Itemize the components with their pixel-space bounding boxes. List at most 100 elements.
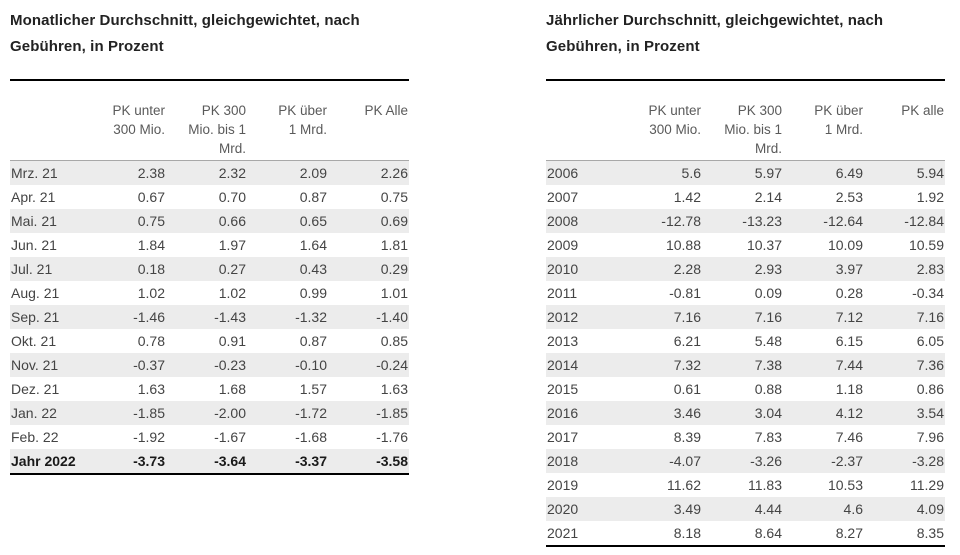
monthly-column-header-empty	[10, 80, 85, 161]
table-row: Jahr 2022 -3.73 -3.64 -3.37 -3.58	[10, 448, 409, 474]
cell-pk-alle: -1.85	[376, 404, 408, 421]
row-label: Jun. 21	[11, 236, 57, 253]
cell-pk-unter-300: 8.18	[673, 524, 701, 541]
row-label: Mrz. 21	[11, 164, 58, 181]
table-row: 2021 8.18 8.64 8.27 8.35	[546, 521, 945, 546]
row-label: Feb. 22	[11, 428, 59, 445]
cell-pk-alle: -3.58	[376, 452, 408, 469]
row-label: Jan. 22	[11, 404, 57, 421]
cell-pk-ueber-1: 0.43	[299, 260, 327, 277]
cell-pk-300-bis-1: 10.37	[746, 236, 782, 253]
monthly-table-title: Monatlicher Durchschnitt, gleichgewichte…	[10, 12, 360, 55]
cell-pk-alle: 11.29	[910, 476, 944, 493]
cell-pk-ueber-1: -1.68	[295, 428, 327, 445]
cell-pk-unter-300: -0.81	[669, 284, 701, 301]
cell-pk-300-bis-1: 0.88	[754, 380, 782, 397]
cell-pk-ueber-1: 3.97	[835, 260, 863, 277]
yearly-average-panel: Jährlicher Durchschnitt, gleichgewichtet…	[546, 8, 946, 547]
table-row: 2012 7.16 7.16 7.12 7.16	[546, 304, 945, 329]
cell-pk-300-bis-1: 0.66	[218, 212, 246, 229]
cell-pk-unter-300: -1.92	[133, 428, 165, 445]
cell-pk-300-bis-1: -3.64	[214, 452, 246, 469]
cell-pk-alle: 7.36	[916, 356, 944, 373]
table-row: 2017 8.39 7.83 7.46 7.96	[546, 425, 945, 449]
cell-pk-alle: 3.54	[916, 404, 944, 421]
cell-pk-ueber-1: 0.87	[299, 332, 327, 349]
cell-pk-alle: -12.84	[904, 212, 944, 229]
table-row: Jun. 21 1.84 1.97 1.64 1.81	[10, 233, 409, 257]
cell-pk-unter-300: 0.67	[137, 188, 165, 205]
table-row: Aug. 21 1.02 1.02 0.99 1.01	[10, 281, 409, 305]
cell-pk-unter-300: 1.42	[673, 188, 701, 205]
row-label: 2008	[547, 212, 579, 229]
cell-pk-unter-300: 2.38	[137, 164, 165, 181]
cell-pk-unter-300: 0.75	[137, 212, 165, 229]
cell-pk-ueber-1: 6.49	[835, 164, 863, 181]
row-label: 2021	[547, 524, 579, 541]
cell-pk-ueber-1: 0.87	[299, 188, 327, 205]
yearly-table-header: PK unter 300 Mio. PK 300 Mio. bis 1 Mrd.…	[546, 80, 945, 161]
cell-pk-ueber-1: 2.53	[835, 188, 863, 205]
cell-pk-unter-300: 1.02	[137, 284, 165, 301]
table-row: 2009 10.88 10.37 10.09 10.59	[546, 233, 945, 257]
yearly-table-title: Jährlicher Durchschnitt, gleichgewichtet…	[546, 12, 884, 55]
row-label: 2016	[547, 404, 579, 421]
row-label: Nov. 21	[11, 356, 59, 373]
monthly-table-body: Mrz. 21 2.38 2.32 2.09 2.26 Apr. 21 0.67…	[10, 160, 409, 474]
cell-pk-ueber-1: 10.09	[827, 236, 863, 253]
table-row: 2011 -0.81 0.09 0.28 -0.34	[546, 281, 945, 305]
cell-pk-unter-300: -1.85	[133, 404, 165, 421]
cell-pk-alle: 0.86	[916, 380, 944, 397]
row-label: 2011	[547, 284, 578, 301]
cell-pk-unter-300: 10.88	[665, 236, 701, 253]
cell-pk-300-bis-1: 1.02	[218, 284, 246, 301]
cell-pk-ueber-1: 7.46	[835, 428, 863, 445]
cell-pk-alle: 5.94	[916, 164, 944, 181]
cell-pk-alle: -0.24	[376, 356, 408, 373]
cell-pk-alle: -1.76	[376, 428, 408, 445]
cell-pk-alle: 8.35	[916, 524, 944, 541]
cell-pk-alle: 0.75	[380, 188, 408, 205]
cell-pk-300-bis-1: 2.32	[218, 164, 246, 181]
cell-pk-unter-300: 1.63	[137, 380, 165, 397]
cell-pk-alle: 2.83	[916, 260, 944, 277]
table-row: Jan. 22 -1.85 -2.00 -1.72 -1.85	[10, 400, 409, 425]
row-label: 2007	[547, 188, 579, 205]
cell-pk-unter-300: 7.32	[673, 356, 701, 373]
cell-pk-ueber-1: -3.37	[295, 452, 327, 469]
cell-pk-ueber-1: 0.65	[299, 212, 327, 229]
table-row: Nov. 21 -0.37 -0.23 -0.10 -0.24	[10, 352, 409, 377]
cell-pk-300-bis-1: 11.83	[748, 476, 782, 493]
monthly-column-header-pk-unter-300: PK unter 300 Mio.	[85, 80, 166, 161]
cell-pk-ueber-1: 6.15	[835, 332, 863, 349]
cell-pk-unter-300: 8.39	[673, 428, 701, 445]
cell-pk-alle: 7.96	[916, 428, 944, 445]
row-label: Apr. 21	[11, 188, 56, 205]
cell-pk-300-bis-1: 0.27	[218, 260, 246, 277]
table-row: Mai. 21 0.75 0.66 0.65 0.69	[10, 208, 409, 233]
cell-pk-300-bis-1: 8.64	[754, 524, 782, 541]
row-label: 2015	[547, 380, 579, 397]
row-label: 2019	[547, 476, 579, 493]
monthly-column-header-pk-300-bis-1: PK 300 Mio. bis 1 Mrd.	[166, 80, 247, 161]
cell-pk-ueber-1: 7.44	[835, 356, 863, 373]
cell-pk-300-bis-1: 7.83	[754, 428, 782, 445]
row-label: 2010	[547, 260, 579, 277]
table-row: Mrz. 21 2.38 2.32 2.09 2.26	[10, 160, 409, 185]
cell-pk-300-bis-1: -3.26	[750, 452, 782, 469]
cell-pk-300-bis-1: 7.16	[754, 308, 782, 325]
cell-pk-alle: -1.40	[376, 308, 408, 325]
monthly-table-header: PK unter 300 Mio. PK 300 Mio. bis 1 Mrd.…	[10, 80, 409, 161]
cell-pk-300-bis-1: 4.44	[754, 500, 782, 517]
yearly-header-row: PK unter 300 Mio. PK 300 Mio. bis 1 Mrd.…	[546, 80, 945, 161]
cell-pk-ueber-1: 2.09	[299, 164, 327, 181]
cell-pk-ueber-1: 1.64	[299, 236, 327, 253]
row-label: 2018	[547, 452, 579, 469]
cell-pk-ueber-1: 4.6	[843, 500, 863, 517]
yearly-column-header-pk-alle: PK alle	[864, 80, 945, 161]
cell-pk-unter-300: -12.78	[661, 212, 701, 229]
row-label: Jahr 2022	[11, 452, 76, 469]
cell-pk-unter-300: 3.49	[673, 500, 701, 517]
cell-pk-unter-300: 1.84	[137, 236, 165, 253]
cell-pk-unter-300: 11.62	[667, 476, 701, 493]
